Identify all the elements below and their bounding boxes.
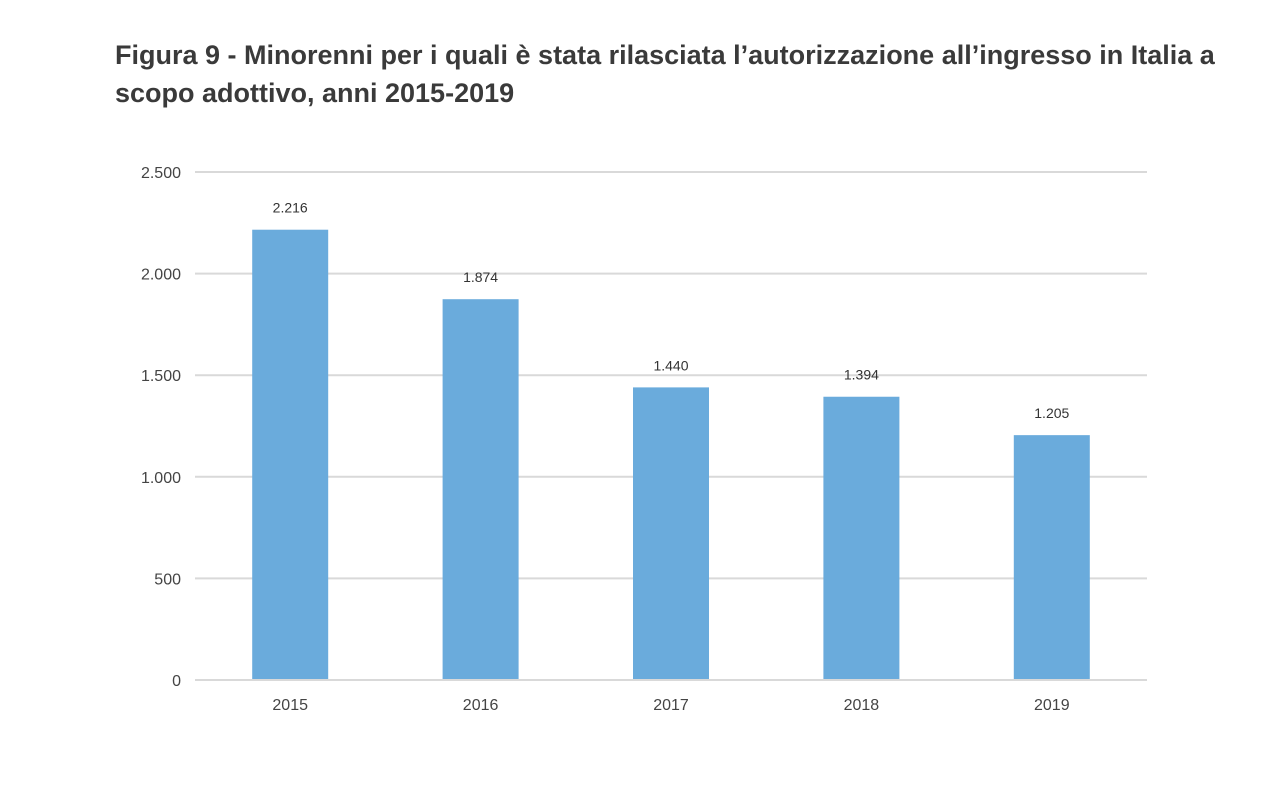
data-label-2019: 1.205 [1034, 405, 1069, 421]
bar-2019 [1013, 435, 1090, 679]
y-tick-label: 0 [172, 673, 181, 690]
y-tick-label: 1.000 [141, 470, 181, 487]
y-tick-label: 2.500 [141, 165, 181, 182]
data-label-2018: 1.394 [844, 367, 879, 383]
chart-title: Figura 9 - Minorenni per i quali è stata… [115, 40, 1215, 108]
x-tick-label-2019: 2019 [1034, 697, 1070, 714]
bar-2015 [252, 229, 329, 679]
x-tick-label-2018: 2018 [844, 697, 880, 714]
bar-2017 [633, 387, 709, 679]
data-label-2017: 1.440 [653, 357, 688, 373]
x-axis-ticks: 2015 2016 2017 2018 2019 [272, 697, 1069, 714]
bars [252, 229, 1090, 679]
data-labels: 2.216 1.874 1.440 1.394 1.205 [273, 200, 1070, 421]
y-axis-ticks: 0 500 1.000 1.500 2.000 2.500 [141, 165, 181, 690]
data-label-2016: 1.874 [463, 269, 498, 285]
bar-2016 [442, 299, 519, 679]
x-tick-label-2017: 2017 [653, 697, 689, 714]
y-tick-label: 500 [154, 571, 181, 588]
y-tick-label: 2.000 [141, 267, 181, 284]
bar-2018 [823, 396, 900, 679]
data-label-2015: 2.216 [273, 200, 308, 216]
x-tick-label-2015: 2015 [272, 697, 308, 714]
y-tick-label: 1.500 [141, 368, 181, 385]
x-tick-label-2016: 2016 [463, 697, 499, 714]
